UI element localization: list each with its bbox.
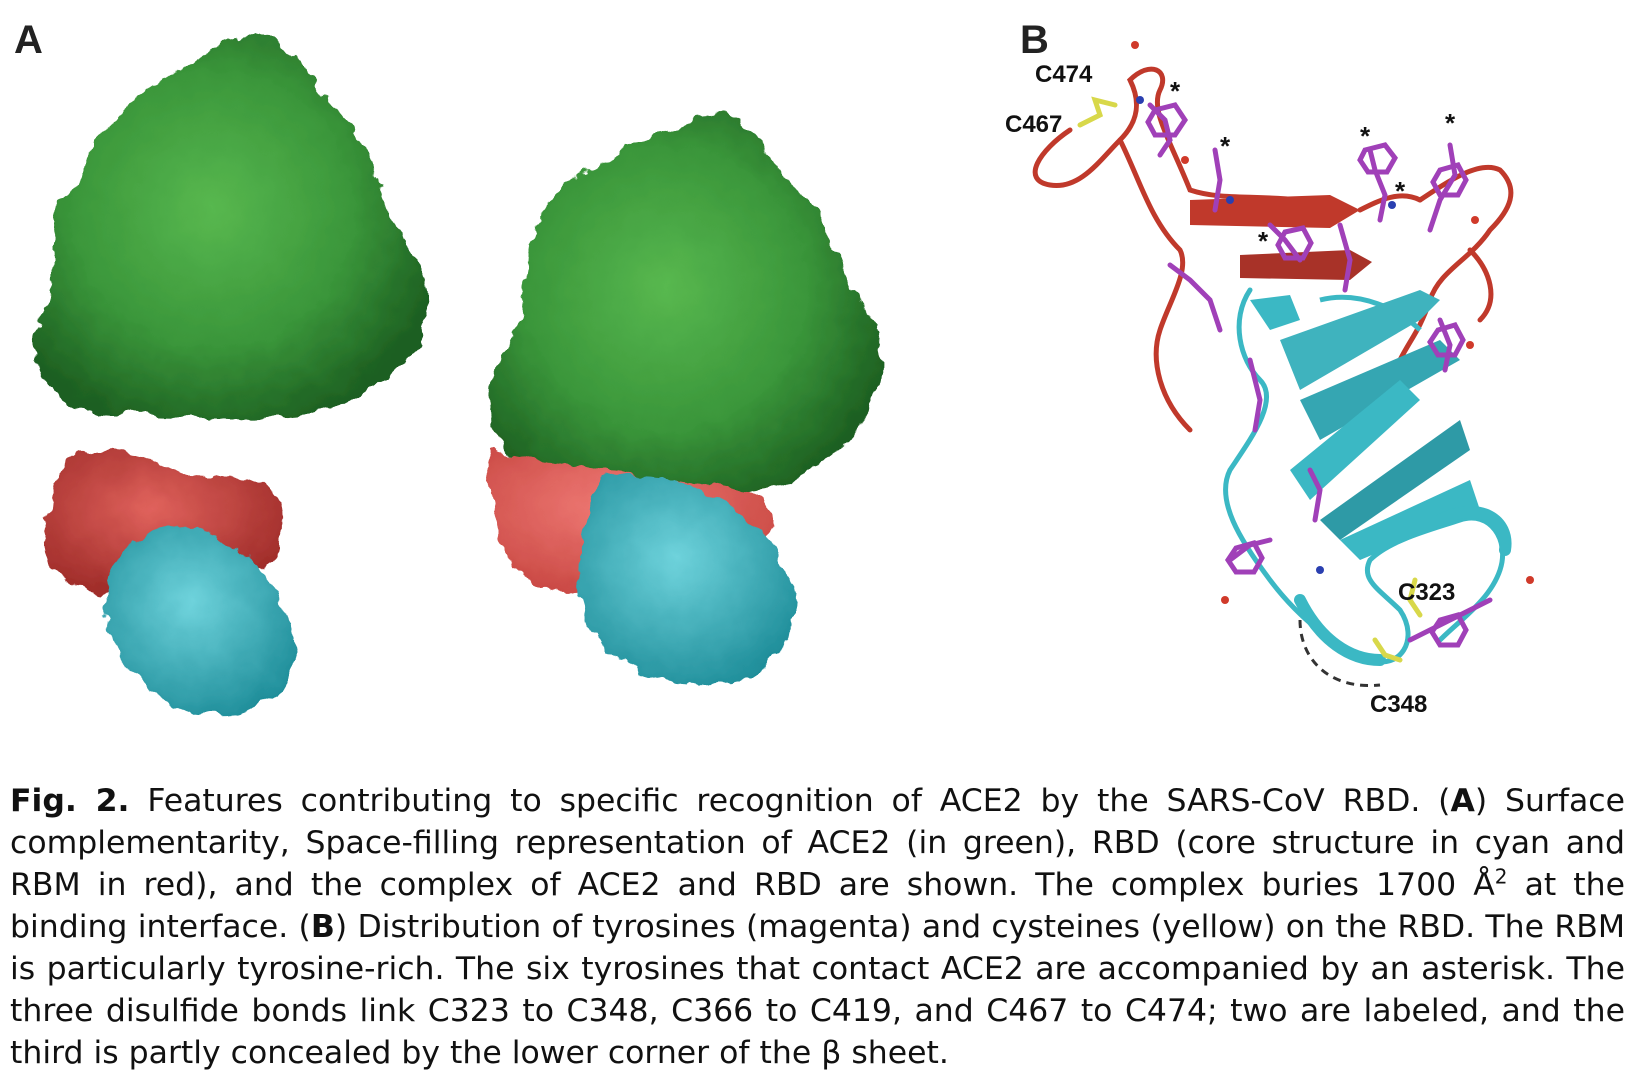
caption-part-1: Features contributing to specific recogn… — [129, 783, 1451, 819]
rbm-ribbon — [1032, 66, 1514, 433]
caption-ref-b: B — [310, 909, 335, 945]
disulfide-bonds — [1077, 96, 1423, 663]
asterisk-5: * — [1395, 176, 1406, 206]
label-c348: C348 — [1370, 691, 1427, 718]
panel-a-label: A — [14, 18, 43, 62]
asterisk-6: * — [1258, 226, 1269, 256]
label-c467: C467 — [1005, 111, 1062, 138]
atom-highlights — [1131, 41, 1534, 604]
tyrosine-sidechains — [1145, 102, 1493, 648]
figure-caption: Fig. 2. Features contributing to specifi… — [10, 780, 1625, 1074]
panel-a-surface-figure — [36, 36, 881, 716]
rbd-core-surface-left — [106, 527, 296, 716]
label-c323: C323 — [1398, 579, 1455, 606]
asterisk-4: * — [1445, 108, 1456, 138]
ace2-surface-left — [36, 36, 429, 419]
panel-b-ribbon-figure: C474 C467 C323 C348 * * * * * * — [1005, 41, 1534, 718]
missing-loop-dashed — [1298, 619, 1381, 688]
rbd-core-ribbon — [1223, 287, 1512, 666]
asterisk-2: * — [1220, 131, 1231, 161]
caption-part-2: ) Surface complementarity, Space-filling… — [10, 783, 1625, 903]
rbd-core-surface-complex — [579, 476, 796, 685]
caption-superscript: 2 — [1494, 864, 1508, 889]
caption-part-4: ) Distribution of tyrosines (magenta) an… — [10, 909, 1625, 1071]
asterisk-1: * — [1170, 76, 1181, 106]
caption-part-3: at the binding interface. ( — [10, 867, 1626, 945]
figure-number: Fig. 2. — [10, 783, 130, 819]
label-c474: C474 — [1035, 61, 1093, 88]
caption-ref-a: A — [1450, 783, 1475, 819]
ace2-surface-complex — [489, 113, 881, 502]
panel-b-label: B — [1020, 18, 1049, 62]
rbm-beta-strand-1 — [1190, 195, 1360, 228]
asterisk-3: * — [1360, 121, 1371, 151]
rbm-beta-strand-2 — [1240, 250, 1372, 280]
